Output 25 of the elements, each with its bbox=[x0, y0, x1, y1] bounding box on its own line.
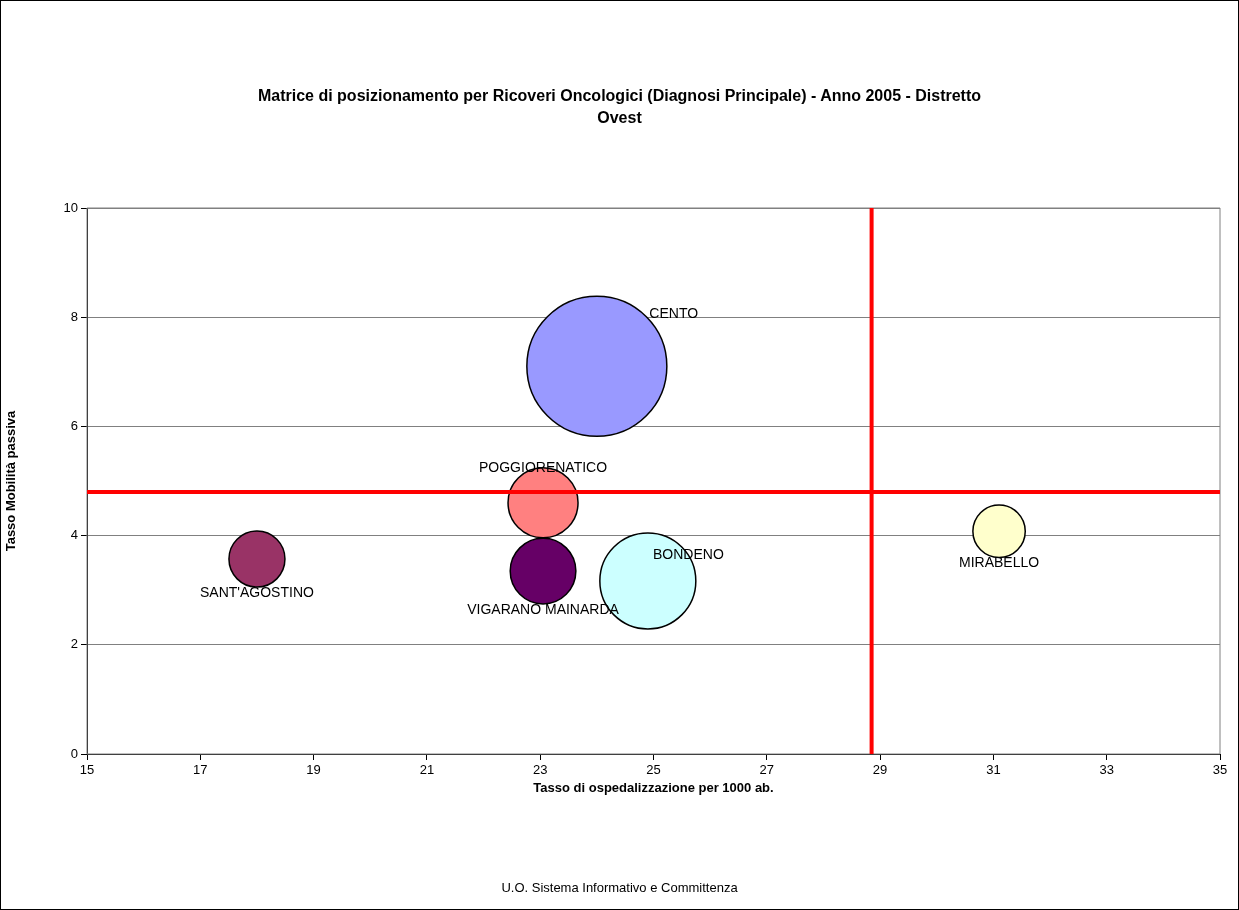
series-label: MIRABELLO bbox=[958, 554, 1040, 571]
x-tick-label: 25 bbox=[646, 762, 661, 778]
x-tick-label: 17 bbox=[193, 762, 208, 778]
x-tick-label: 19 bbox=[306, 762, 321, 778]
x-tick-label: 31 bbox=[986, 762, 1001, 778]
x-tick-label: 23 bbox=[532, 762, 548, 778]
x-axis-title: Tasso di ospedalizzazione per 1000 ab. bbox=[533, 779, 774, 795]
series-label: CENTO bbox=[649, 304, 699, 321]
x-tick-label: 27 bbox=[759, 762, 775, 778]
x-tick-label: 33 bbox=[1099, 762, 1114, 778]
x-tick-label: 15 bbox=[79, 762, 95, 778]
chart-title: Matrice di posizionamento per Ricoveri Oncologici (Diagnosi Principale) - Anno 2005 - Distretto Ovest bbox=[256, 86, 983, 128]
y-tick-label: 0 bbox=[70, 745, 78, 761]
series-label: POGGIORENATICO bbox=[478, 458, 608, 475]
y-tick-label: 8 bbox=[70, 308, 78, 324]
x-tick-label: 29 bbox=[872, 762, 888, 778]
y-tick-label: 4 bbox=[70, 527, 78, 543]
y-tick-label: 10 bbox=[63, 199, 78, 215]
series-label: SANT'AGOSTINO bbox=[199, 584, 315, 601]
y-tick-label: 6 bbox=[70, 417, 78, 433]
y-axis-title: Tasso Mobilità passiva bbox=[3, 409, 19, 552]
text: U.O. Sistema Informativo e Committenza bbox=[500, 880, 739, 895]
x-tick-label: 35 bbox=[1212, 762, 1228, 778]
x-tick-label: 21 bbox=[419, 762, 435, 778]
y-tick-label: 2 bbox=[70, 636, 78, 652]
